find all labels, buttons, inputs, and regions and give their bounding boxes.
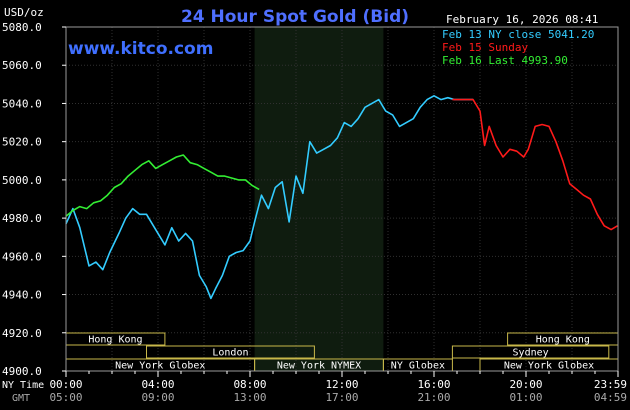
ny-time-label: NY Time (2, 380, 44, 391)
x-tick-label-ny: 16:00 (417, 378, 450, 391)
kitco-watermark: www.kitco.com (68, 39, 213, 59)
x-tick-label-gmt: 01:00 (509, 391, 542, 404)
y-tick-label: 5060.0 (2, 59, 42, 72)
session-ny-globex-mid-label: NY Globex (391, 361, 445, 372)
legend-item-last: Feb 16 Last 4993.90 (442, 54, 568, 67)
legend-item-ny-close: Feb 13 NY close 5041.20 (442, 28, 594, 41)
x-tick-label-ny: 20:00 (509, 378, 542, 391)
x-tick-label-gmt: 04:59 (594, 391, 627, 404)
x-tick-label-gmt: 05:00 (49, 391, 82, 404)
x-tick-label-gmt: 21:00 (417, 391, 450, 404)
series-feb13-ny-close-line (65, 95, 474, 300)
y-tick-label: 5040.0 (2, 97, 42, 110)
y-tick-label: 4940.0 (2, 289, 42, 302)
x-tick-label-ny: 00:00 (49, 378, 82, 391)
session-ny-globex-right-label: New York Globex (504, 361, 594, 372)
series-feb15-sunday-line (452, 98, 618, 231)
x-tick-label-gmt: 13:00 (233, 391, 266, 404)
y-tick-label: 4980.0 (2, 212, 42, 225)
y-tick-label: 5000.0 (2, 174, 42, 187)
x-tick-label-ny: 08:00 (233, 378, 266, 391)
x-tick-label-gmt: 17:00 (325, 391, 358, 404)
y-tick-label: 4960.0 (2, 250, 42, 263)
y-unit-label: USD/oz (4, 6, 44, 19)
session-ny-globex-left-label: New York Globex (115, 361, 205, 372)
session-hong-kong-left-label: Hong Kong (88, 335, 142, 346)
datetime-label: February 16, 2026 08:41 (446, 13, 598, 26)
session-ny-nymex-label: New York NYMEX (277, 361, 361, 372)
gmt-label: GMT (12, 393, 30, 404)
x-tick-label-ny: 23:59 (594, 378, 627, 391)
session-sydney-box (451, 345, 610, 359)
legend: Feb 13 NY close 5041.20 Feb 15 Sunday Fe… (442, 28, 594, 67)
chart-title: 24 Hour Spot Gold (Bid) (181, 7, 409, 27)
session-london-label: London (212, 348, 248, 359)
y-tick-label: 4900.0 (2, 365, 42, 378)
x-tick-label-ny: 04:00 (141, 378, 174, 391)
x-tick-label-ny: 12:00 (325, 378, 358, 391)
session-hong-kong-right-label: Hong Kong (536, 335, 590, 346)
nymex-session-shade (254, 27, 384, 371)
y-tick-label: 5020.0 (2, 136, 42, 149)
x-tick-label-gmt: 09:00 (141, 391, 174, 404)
legend-item-sunday: Feb 15 Sunday (442, 41, 528, 54)
session-sydney-label: Sydney (513, 348, 549, 359)
session-london-box (146, 345, 315, 359)
series-feb16-last-line (65, 154, 260, 217)
y-tick-label: 4920.0 (2, 327, 42, 340)
y-tick-label: 5080.0 (2, 21, 42, 34)
